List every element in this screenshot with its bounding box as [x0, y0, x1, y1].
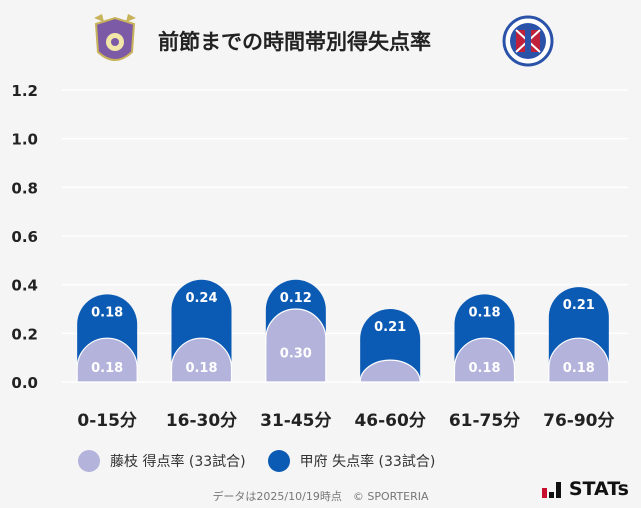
stats-brand: STATs [541, 478, 629, 500]
data-label-kofu: 0.18 [468, 305, 500, 320]
legend-label-fujieda: 藤枝 得点率 (33試合) [110, 454, 246, 470]
footer-credit: データは2025/10/19時点 © SPORTERIA [212, 490, 429, 503]
stacked-bar-chart: 0.0 0.2 0.4 0.6 0.8 1.0 1.2 0.18 0.18 0-15分 0.18 0.… [11, 82, 615, 431]
data-label-fujieda: 0.30 [280, 347, 312, 362]
legend-swatch-kofu [267, 450, 290, 472]
data-label-kofu: 0.18 [91, 305, 123, 320]
data-label-fujieda: 0.18 [468, 361, 500, 376]
chart-title: 前節までの時間帯別得失点率 [158, 30, 431, 54]
bar-fujieda [548, 337, 610, 383]
y-tick-label: 0.4 [11, 277, 38, 295]
fujieda-myfc-crest [94, 14, 136, 61]
ventforet-kofu-crest [502, 15, 554, 67]
y-tick-label: 0.6 [11, 228, 38, 246]
data-label-fujieda: 0.18 [185, 361, 217, 376]
data-label-kofu: 0.21 [563, 298, 595, 313]
data-label-kofu: 0.24 [185, 291, 217, 306]
data-label-fujieda: 0.18 [91, 361, 123, 376]
x-tick-label: 16-30分 [166, 411, 237, 431]
legend: 藤枝 得点率 (33試合) 甲府 失点率 (33試合) [78, 450, 457, 472]
bar-fujieda [265, 308, 327, 383]
y-tick-label: 0.0 [11, 374, 38, 392]
bar-fujieda [359, 359, 421, 383]
y-tick-label: 1.2 [11, 82, 38, 100]
legend-swatch-fujieda [78, 450, 100, 472]
bar-fujieda [76, 337, 138, 383]
legend-label-kofu: 甲府 失点率 (33試合) [299, 454, 436, 470]
bar-fujieda [453, 337, 516, 383]
data-label-fujieda: 0.18 [563, 361, 595, 376]
x-tick-label: 76-90分 [543, 411, 614, 431]
legend-item-fujieda[interactable]: 藤枝 得点率 (33試合) [78, 450, 246, 472]
x-tick-label: 31-45分 [260, 411, 331, 431]
bar-fujieda [170, 337, 233, 383]
y-tick-label: 0.2 [11, 325, 38, 343]
y-tick-label: 1.0 [11, 131, 38, 149]
data-label-kofu: 0.21 [374, 320, 406, 335]
x-tick-label: 61-75分 [449, 411, 520, 431]
stats-logo-icon [541, 480, 563, 498]
x-tick-label: 0-15分 [77, 411, 137, 431]
x-tick-label: 46-60分 [354, 411, 425, 431]
stats-brand-text: STATs [568, 478, 629, 500]
y-tick-label: 0.8 [11, 179, 38, 197]
data-label-kofu: 0.12 [280, 291, 312, 306]
legend-item-kofu[interactable]: 甲府 失点率 (33試合) [267, 450, 436, 472]
